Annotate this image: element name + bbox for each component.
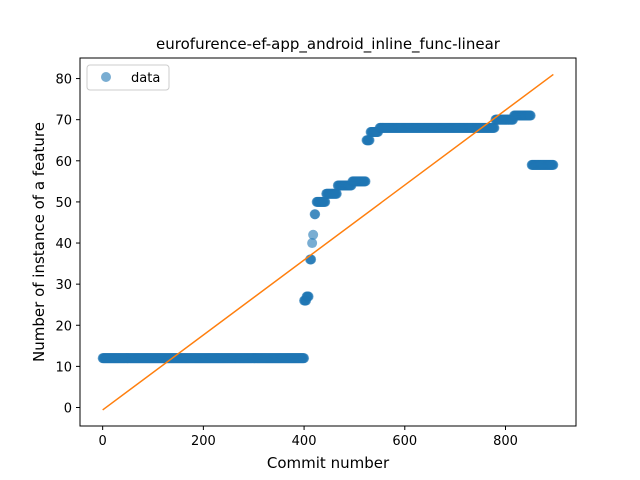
x-tick-label: 600 (392, 434, 417, 449)
legend-marker-data (101, 72, 111, 82)
y-tick-label: 0 (64, 401, 72, 416)
legend: data (87, 65, 169, 90)
y-tick-label: 80 (55, 73, 72, 88)
x-tick-label: 0 (99, 434, 107, 449)
data-point (526, 111, 536, 121)
x-axis-label: Commit number (267, 454, 390, 472)
y-tick-label: 10 (55, 360, 72, 375)
data-point (361, 176, 371, 186)
x-tick-label: 800 (493, 434, 518, 449)
data-point (306, 254, 316, 264)
y-tick-label: 30 (55, 278, 72, 293)
data-point (548, 160, 558, 170)
data-point (299, 353, 309, 363)
y-axis-label: Number of instance of a feature (30, 122, 48, 362)
x-tick-label: 200 (191, 434, 216, 449)
x-tick-label: 400 (292, 434, 317, 449)
y-tick-label: 20 (55, 319, 72, 334)
y-tick-label: 50 (55, 196, 72, 211)
y-tick-label: 60 (55, 155, 72, 170)
data-point (304, 291, 314, 301)
data-point (310, 209, 320, 219)
legend-label-data: data (131, 71, 160, 86)
y-tick-label: 70 (55, 114, 72, 129)
chart-title: eurofurence-ef-app_android_inline_func-l… (156, 35, 501, 54)
data-point (308, 230, 318, 240)
y-tick-label: 40 (55, 237, 72, 252)
